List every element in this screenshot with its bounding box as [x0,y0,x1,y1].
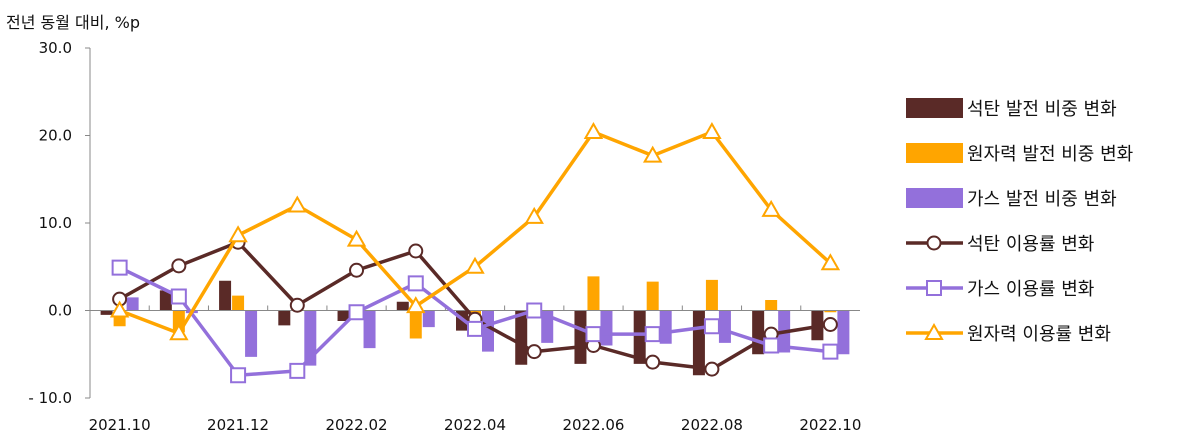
data-point [702,121,722,139]
data-point [583,121,604,139]
axes-layer: 30.0 20.0 10.0 0.0 - 10.0 2021.10 2021.12 2022.… [28,39,861,434]
legend-marker [924,322,944,340]
bar [659,310,672,344]
bar [752,310,765,355]
bar [633,310,646,364]
data-point [169,323,189,341]
data-point [465,256,485,274]
data-point [109,300,130,318]
x-tick-label: 2021.12 [207,416,269,434]
bar [278,310,291,326]
lines-layer [109,121,841,384]
data-point [289,297,305,313]
y-axis-label: 전년 동월 대비, %p [6,13,140,32]
x-tick-label: 2022.04 [444,416,506,434]
bar [304,310,317,366]
bar [765,300,778,311]
data-point [585,326,602,343]
legend-marker [926,235,942,251]
bar [245,310,258,357]
legend-label: 석탄 이용률 변화 [967,234,1094,255]
data-point [820,253,841,271]
data-point [703,318,720,335]
data-point [346,229,367,247]
data-point [822,343,839,360]
bar [646,281,659,311]
data-point [763,337,780,354]
data-point [171,258,187,274]
y-tick-label: - 10.0 [28,389,72,407]
bar [126,297,139,311]
bar [587,276,600,311]
legend-label: 원자력 발전 비중 변화 [967,144,1133,165]
data-point [407,275,424,292]
bar [409,310,422,339]
data-point [287,195,308,213]
bar [824,310,837,313]
legend-label: 원자력 이용률 변화 [967,324,1111,345]
bar [232,295,245,311]
legend-swatch [906,188,963,208]
legend-swatch [906,143,963,163]
data-point [526,302,543,319]
data-point [524,206,544,224]
bar [574,310,587,364]
bar [515,310,528,365]
bar [159,290,172,311]
bar [837,310,850,355]
x-tick-label: 2022.02 [326,416,388,434]
data-point [704,361,720,377]
bar [705,279,718,311]
data-point [467,320,483,337]
data-point [645,354,661,370]
y-tick-label: 20.0 [39,127,72,145]
bar [422,310,435,328]
data-point [349,262,365,278]
bar [396,301,409,311]
bar [337,310,350,321]
x-tick-label: 2022.06 [562,416,624,434]
legend-label: 가스 발전 비중 변화 [967,189,1117,210]
legend-swatch [906,98,963,118]
data-point [170,288,187,305]
data-point [406,296,426,314]
data-point [111,259,128,276]
legend-label: 석탄 발전 비중 변화 [967,99,1117,120]
x-tick-label: 2022.08 [681,416,743,434]
data-point [230,367,247,384]
y-tick-label: 10.0 [39,214,72,232]
legend-label: 가스 이용률 변화 [967,279,1094,300]
data-point [289,362,306,379]
bar [219,280,232,311]
data-point [761,199,781,217]
bar [482,310,494,352]
bar [718,310,731,343]
bar [100,310,113,315]
data-point [526,344,542,360]
data-point [228,225,248,243]
y-tick-label: 0.0 [48,302,72,320]
data-point [348,304,365,321]
data-point [822,317,838,332]
bar [600,310,613,346]
y-tick-label: 30.0 [39,39,72,57]
data-point [644,326,661,343]
x-tick-label: 2022.10 [799,416,861,434]
bar [363,310,376,349]
x-tick-label: 2021.10 [89,416,151,434]
data-point [408,243,424,259]
data-point [642,145,663,163]
legend-marker [926,280,942,296]
